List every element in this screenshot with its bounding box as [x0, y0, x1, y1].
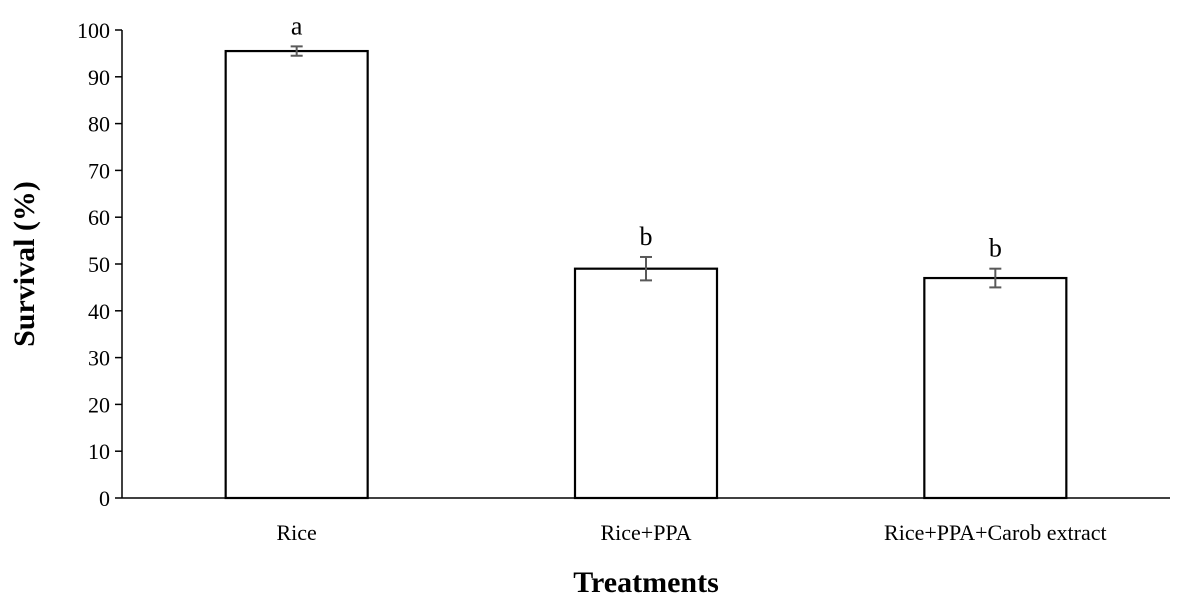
y-tick-label: 30	[88, 346, 110, 371]
significance-label: a	[291, 11, 303, 40]
y-tick-label: 80	[88, 112, 110, 137]
significance-label: b	[640, 222, 653, 251]
y-tick-label: 100	[77, 18, 110, 43]
x-tick-label: Rice+PPA	[600, 520, 691, 545]
y-tick-label: 90	[88, 65, 110, 90]
x-axis-title: Treatments	[573, 566, 719, 599]
bars	[224, 49, 1068, 500]
y-axis-title: Survival (%)	[8, 181, 41, 347]
y-tick-label: 70	[88, 158, 110, 183]
y-axis-ticks: 0 10 20 30 40 50 60 70 80 90 100	[77, 18, 122, 511]
x-axis-categories: Rice Rice+PPA Rice+PPA+Carob extract	[277, 520, 1107, 545]
significance-labels: a b b	[291, 11, 1002, 262]
x-tick-label: Rice	[277, 520, 317, 545]
error-bar	[290, 45, 303, 57]
y-tick-label: 40	[88, 299, 110, 324]
error-bar	[989, 267, 1002, 289]
bar	[224, 49, 369, 500]
y-tick-label: 10	[88, 439, 110, 464]
bar	[923, 276, 1068, 500]
significance-label: b	[989, 234, 1002, 263]
y-tick-label: 50	[88, 252, 110, 277]
y-tick-label: 60	[88, 205, 110, 230]
y-tick-label: 0	[99, 486, 110, 511]
error-bars	[290, 45, 1002, 289]
y-tick-label: 20	[88, 392, 110, 417]
x-tick-label: Rice+PPA+Carob extract	[884, 520, 1107, 545]
bar	[573, 267, 719, 500]
error-bar	[640, 255, 652, 282]
